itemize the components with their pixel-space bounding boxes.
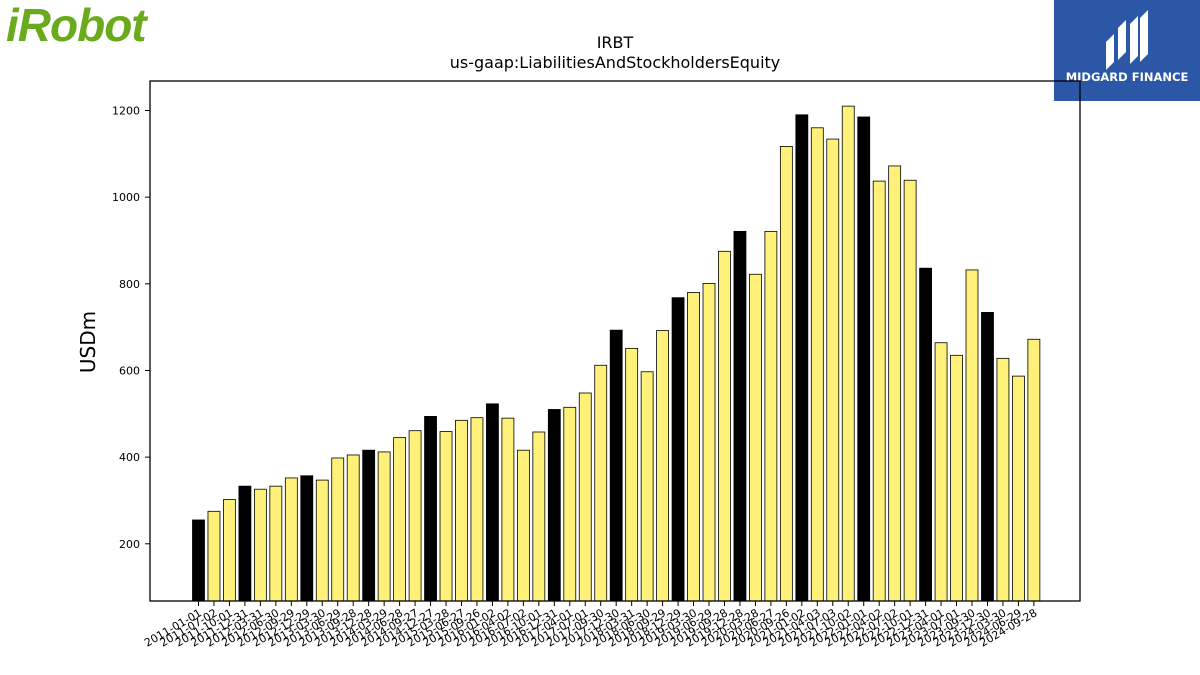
brand-name: MIDGARD FINANCE bbox=[1065, 70, 1189, 84]
bar bbox=[965, 269, 979, 602]
y-tick-label: 800 bbox=[119, 278, 140, 291]
bar bbox=[981, 311, 994, 602]
bar bbox=[238, 485, 252, 602]
bar bbox=[532, 431, 546, 602]
bar bbox=[810, 127, 824, 602]
irobot-logo: iRobot bbox=[6, 0, 147, 51]
bar bbox=[718, 250, 731, 602]
bar bbox=[192, 519, 205, 602]
chart-title: IRBT bbox=[597, 33, 634, 52]
bar bbox=[393, 437, 407, 602]
bar bbox=[578, 392, 592, 602]
bar bbox=[656, 330, 669, 602]
bar bbox=[1027, 338, 1041, 602]
bar bbox=[872, 180, 886, 602]
bar bbox=[671, 297, 685, 602]
bar bbox=[625, 347, 639, 602]
y-axis-label: USDm bbox=[76, 311, 100, 373]
bar bbox=[439, 431, 453, 602]
bar bbox=[284, 477, 298, 602]
bar bbox=[516, 449, 530, 602]
midgard-finance-logo: MIDGARD FINANCE bbox=[1054, 0, 1200, 101]
y-tick-label: 600 bbox=[119, 364, 140, 377]
bar bbox=[640, 371, 654, 602]
bar bbox=[501, 417, 515, 602]
bar bbox=[795, 114, 809, 602]
bar bbox=[934, 342, 948, 602]
plot-area-frame bbox=[149, 80, 1081, 602]
bar bbox=[609, 329, 623, 602]
bar bbox=[919, 267, 932, 602]
bar bbox=[749, 273, 762, 602]
bar bbox=[996, 357, 1010, 602]
midgard-m-icon bbox=[1106, 10, 1148, 70]
y-tick-label: 200 bbox=[119, 538, 140, 551]
bar bbox=[470, 417, 484, 602]
chart-subtitle: us-gaap:LiabilitiesAndStockholdersEquity bbox=[450, 53, 781, 72]
bar bbox=[857, 116, 871, 602]
bar bbox=[362, 449, 376, 602]
bar bbox=[764, 230, 778, 602]
bar bbox=[207, 510, 221, 602]
y-tick-label: 1000 bbox=[112, 191, 140, 204]
bar bbox=[253, 488, 267, 602]
bar bbox=[841, 105, 855, 602]
bar bbox=[424, 415, 437, 602]
bar bbox=[1012, 375, 1025, 602]
bar bbox=[300, 475, 314, 602]
bar bbox=[950, 354, 963, 602]
bar bbox=[269, 485, 283, 602]
bar bbox=[547, 409, 561, 602]
bar bbox=[702, 282, 716, 602]
bar bbox=[331, 457, 345, 602]
bar bbox=[346, 454, 360, 602]
y-tick-label: 1200 bbox=[112, 104, 140, 117]
bar bbox=[315, 479, 329, 602]
bar bbox=[563, 406, 577, 602]
bar bbox=[826, 138, 840, 602]
bar bbox=[377, 451, 391, 602]
bar bbox=[733, 230, 747, 602]
bar bbox=[408, 430, 422, 602]
bar bbox=[223, 499, 236, 602]
bar bbox=[455, 419, 468, 602]
bar bbox=[486, 403, 499, 602]
bar bbox=[903, 179, 917, 602]
bar bbox=[687, 292, 700, 602]
y-tick-label: 400 bbox=[119, 451, 140, 464]
bar bbox=[888, 165, 902, 602]
bar bbox=[594, 364, 608, 602]
bar bbox=[779, 146, 793, 602]
